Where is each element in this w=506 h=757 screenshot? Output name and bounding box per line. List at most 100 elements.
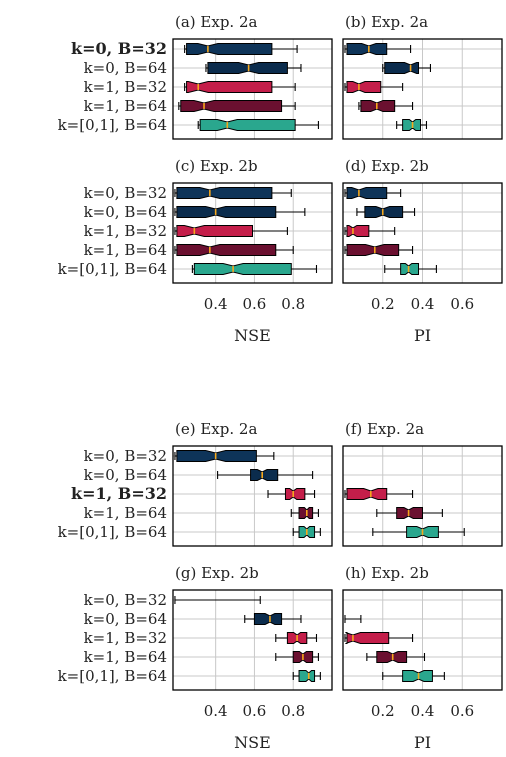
box-k-1-b-64 [275,651,319,663]
iqr-box [364,206,404,218]
x-tick-label: 0.2 [371,702,395,720]
box-k-1-b-32 [184,81,296,93]
iqr-box [186,43,273,55]
panel-title: (d) Exp. 2b [345,157,429,175]
box-k-0-b-64 [382,62,432,74]
box-k-0-b-32 [174,596,261,604]
box-k-0-1-b-64 [292,526,321,538]
box-k-1-b-64 [174,244,294,256]
box-k-1-b-32 [344,632,414,644]
y-tick-label: k=1, B=64 [84,97,167,115]
iqr-box [346,43,388,55]
panel-title: (g) Exp. 2b [175,564,259,582]
x-tick-label: 0.6 [450,702,474,720]
iqr-box [346,244,400,256]
y-tick-label: k=0, B=32 [84,184,167,202]
x-tick-label: 0.6 [450,295,474,313]
axes-frame [172,38,333,140]
box-k-1-b-64 [178,100,296,112]
box-k-0-b-32 [184,43,298,55]
box-k-0-1-b-64 [191,263,318,275]
x-axis-label: PI [414,733,431,752]
box-k-0-1-b-64 [396,119,428,131]
box-k-0-1-b-64 [292,670,321,682]
box-k-0-b-64 [174,206,306,218]
box-k-1-b-64 [344,244,414,256]
y-tick-label: k=[0,1], B=64 [58,667,167,685]
axes-frame [342,445,503,547]
x-axis-label: PI [414,326,431,345]
panel-f: (f) Exp. 2a [342,420,503,547]
iqr-box [176,225,253,237]
iqr-box [176,206,277,218]
x-tick-label: 0.8 [281,295,305,313]
panel-g: (g) Exp. 2bk=0, B=32k=0, B=64k=1, B=32k=… [58,564,333,752]
x-tick-label: 0.4 [411,702,435,720]
y-tick-label: k=[0,1], B=64 [58,523,167,541]
panel-a: (a) Exp. 2ak=0, B=32k=0, B=64k=1, B=32k=… [58,13,333,140]
iqr-box [346,225,370,237]
iqr-box [360,100,396,112]
x-tick-label: 0.2 [371,295,395,313]
y-tick-label: k=0, B=32 [84,591,167,609]
iqr-box [345,632,390,644]
box-k-1-b-32 [344,81,404,93]
box-k-0-b-64 [217,469,314,481]
box-k-0-b-32 [344,187,402,199]
iqr-box [253,613,283,625]
panel-title: (a) Exp. 2a [175,13,258,31]
y-tick-label: k=1, B=64 [84,504,167,522]
y-tick-label: k=0, B=32 [84,447,167,465]
y-tick-label: k=1, B=32 [84,222,167,240]
panel-b: (b) Exp. 2a [342,13,503,140]
iqr-box [193,263,292,275]
iqr-box [346,187,388,199]
box-k-1-b-64 [376,507,443,519]
x-tick-label: 0.4 [411,295,435,313]
iqr-box [346,488,388,500]
panel-c: (c) Exp. 2b k=0, B=32k=0, B=64k=1, B=32 k=… [58,157,333,345]
iqr-box [298,507,314,519]
panel-title: (e) Exp. 2a [175,420,257,438]
box-k-0-1-b-64 [382,670,445,682]
iqr-box [207,62,288,74]
box-k-0-b-64 [205,62,302,74]
iqr-box [284,488,306,500]
y-tick-label: k=0, B=64 [84,610,167,628]
box-k-1-b-32 [267,488,316,500]
iqr-box [199,119,296,131]
panel-title: (c) Exp. 2b [175,157,258,175]
panel-e: (e) Exp. 2ak=0, B=32k=0, B=64k=1, B=32k=… [58,420,333,547]
y-tick-label: k=[0,1], B=64 [58,116,167,134]
y-tick-label: k=0, B=64 [84,203,167,221]
y-tick-label: k=0, B=64 [84,466,167,484]
box-k-0-1-b-64 [372,526,465,538]
box-k-0-b-64 [244,613,302,625]
axes-frame [172,589,333,691]
axes-frame [172,182,333,284]
iqr-box [176,450,257,462]
iqr-box [376,651,408,663]
iqr-box [298,670,316,682]
axes-frame [172,445,333,547]
panel-d: (d) Exp. 2b 0.2 0.4 0.6 PI [342,157,503,345]
y-tick-label: k=1, B=64 [84,648,167,666]
axes-frame [342,589,503,691]
box-k-1-b-64 [366,651,426,663]
box-k-0-b-64 [356,206,416,218]
iqr-box [176,244,277,256]
box-k-1-b-64 [290,507,319,519]
panel-title: (h) Exp. 2b [345,564,429,582]
box-k-0-b-32 [344,43,412,55]
iqr-box [402,119,422,131]
axes-frame [342,182,503,284]
iqr-box [250,469,279,481]
box-k-0-b-64 [344,615,362,623]
axes-frame [342,38,503,140]
y-tick-label: k=[0,1], B=64 [58,260,167,278]
panel-title: (f) Exp. 2a [345,420,424,438]
box-k-0-b-32 [174,450,275,462]
panel-h: (h) Exp. 2b 0.2 0.4 0.6 PI [342,564,503,752]
y-tick-label: k=0, B=64 [84,59,167,77]
